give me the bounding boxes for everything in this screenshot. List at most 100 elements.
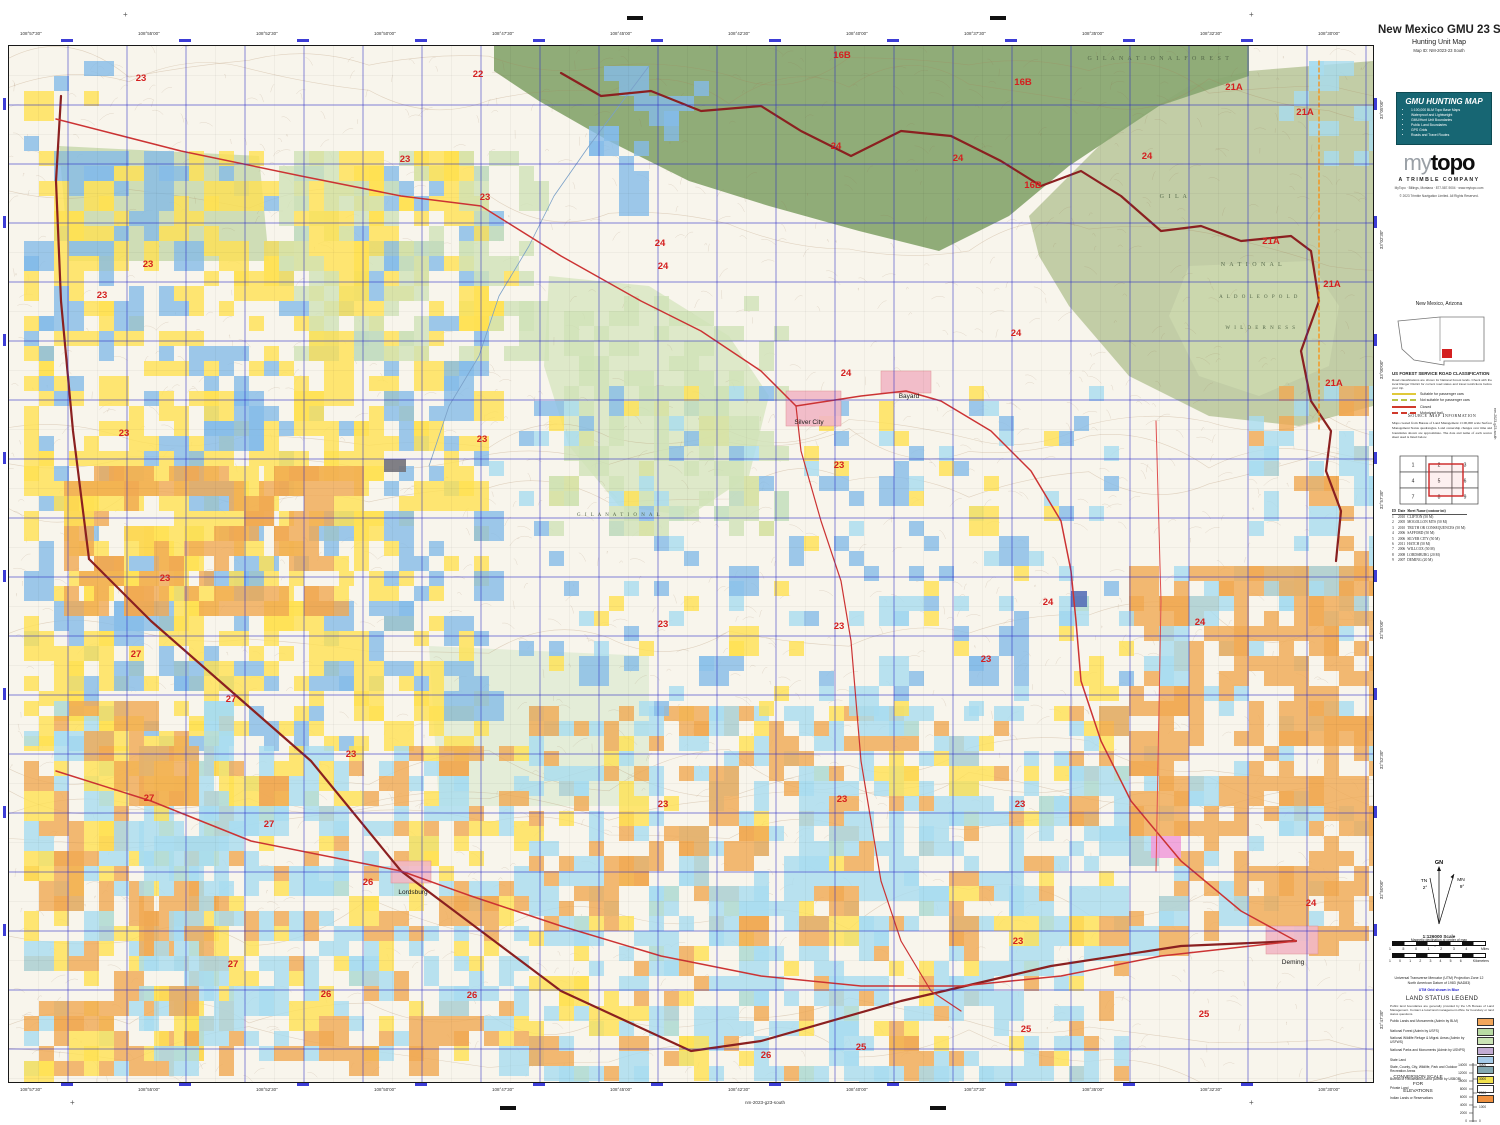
- longitude-label: 108°50'00": [374, 31, 396, 36]
- gmu-number-label: 23: [97, 290, 108, 301]
- gmu-number-label: 21A: [1296, 107, 1314, 118]
- gmu-number-label: 23: [346, 749, 357, 760]
- promo-bullet-list: 1:100,000 BLM Topo Base MapsWaterproof a…: [1411, 108, 1491, 138]
- gmu-number-label: 24: [1011, 328, 1022, 339]
- svg-text:2000: 2000: [1460, 1111, 1467, 1115]
- promo-bullet: 1:100,000 BLM Topo Base Maps: [1411, 108, 1491, 113]
- fiducial-mark: +: [123, 10, 128, 19]
- sheet-index-grid: 1 2 3 4 5 6 7 8 9: [1378, 455, 1500, 510]
- svg-text:6000: 6000: [1460, 1095, 1467, 1099]
- land-status-item: National Forest (Admin by USFS): [1390, 1027, 1494, 1036]
- gmu-number-label: 16B: [1014, 77, 1032, 88]
- latitude-label: 32°55'00": [1379, 620, 1384, 640]
- usfs-legend-item: Motorized trail: [1392, 411, 1492, 415]
- longitude-label: 108°45'00": [610, 31, 632, 36]
- projection-line1: Universal Transverse Mercator (UTM) Proj…: [1394, 976, 1484, 980]
- brand-tagline: A TRIMBLE COMPANY: [1398, 177, 1480, 183]
- town-label: Deming: [1282, 959, 1305, 966]
- fiducial-mark: +: [1249, 10, 1254, 19]
- state-locator-inset: [1397, 316, 1485, 366]
- svg-text:4: 4: [1412, 479, 1415, 485]
- gmu-number-label: 26: [761, 1050, 772, 1061]
- land-status-swatch: [1477, 1056, 1494, 1065]
- fiducial-mark: +: [1249, 1098, 1254, 1107]
- area-label: W I L D E R N E S S: [1225, 326, 1296, 331]
- area-label: G I L A N A T I O N A L F O R E S T: [1088, 56, 1231, 62]
- gmu-number-label: 23: [834, 621, 845, 632]
- svg-text:8: 8: [1438, 495, 1441, 501]
- gmu-number-label: 16B: [1024, 180, 1042, 191]
- locator-marker: [1442, 349, 1452, 358]
- gmu-number-label: 23: [477, 434, 488, 445]
- page-title: New Mexico GMU 23 South: [1378, 24, 1500, 36]
- map-id: Map ID: NM-2023-23 South: [1413, 48, 1465, 53]
- svg-text:5: 5: [1438, 479, 1441, 485]
- usfs-legend-item: Suitable for passenger cars: [1392, 392, 1492, 396]
- sheet-col-date: Date: [1398, 509, 1408, 515]
- map-canvas: G I L A N A T I O N A L F O R E S T G I L…: [8, 45, 1374, 1083]
- map-edge-labels-left: 33°05'00"33°02'30"33°00'00"32°57'30"32°5…: [0, 45, 7, 1081]
- longitude-label: 108°35'00": [1082, 1087, 1104, 1092]
- land-status-legend: LAND STATUS LEGEND Public land boundarie…: [1390, 996, 1494, 1104]
- sheet-table-row: 2 2005 MOGOLLON MTS (50 M): [1392, 520, 1448, 525]
- title-block: New Mexico GMU 23 South Hunting Unit Map…: [1378, 24, 1500, 53]
- sheet-table-row: 4 2006 SAFFORD (50 M): [1392, 531, 1435, 536]
- gmu-number-label: 23: [143, 259, 154, 270]
- gmu-number-label: 23: [981, 654, 992, 665]
- true-north-degrees: 2°: [1423, 885, 1428, 891]
- source-info-body: Maps created from Bureau of Land Managem…: [1392, 421, 1492, 440]
- longitude-label: 108°55'00": [138, 1087, 160, 1092]
- gmu-number-label: 27: [226, 694, 237, 705]
- gmu-number-label: 26: [363, 877, 374, 888]
- sheet-col-name: Sheet Name (contour int): [1407, 509, 1468, 515]
- sheet-table-row: 5 2006 SILVER CITY (50 M): [1392, 536, 1440, 541]
- longitude-label: 108°32'30": [1200, 1087, 1222, 1092]
- area-label: G I L A N A T I O N A L: [577, 513, 661, 518]
- svg-text:7: 7: [1412, 495, 1415, 501]
- usfs-legend-title: US FOREST SERVICE ROAD CLASSIFICATION: [1392, 371, 1490, 376]
- gmu-number-label: 16B: [833, 50, 851, 61]
- longitude-label: 108°47'30": [492, 31, 514, 36]
- gmu-number-label: 27: [228, 959, 239, 970]
- svg-text:12000: 12000: [1458, 1071, 1467, 1075]
- mytopo-logo: mytopo: [1378, 150, 1500, 176]
- logo-topo: topo: [1430, 150, 1476, 175]
- utm-grid-note: UTM Grid shown in Blue: [1418, 988, 1460, 993]
- land-status-note: Public land boundaries are generally pro…: [1390, 1003, 1494, 1016]
- gmu-number-label: 21A: [1323, 279, 1341, 290]
- longitude-label: 108°30'00": [1318, 1087, 1340, 1092]
- miles-scale-bar: [1392, 941, 1486, 946]
- gmu-number-label: 23: [837, 794, 848, 805]
- latitude-label: 33°05'00": [1379, 100, 1384, 120]
- svg-text:2: 2: [1438, 463, 1441, 469]
- land-status-item: National Wildlife Refuge & Migrat. Areas…: [1390, 1037, 1494, 1046]
- gmu-number-label: 24: [953, 153, 964, 164]
- usfs-legend-note: Road classifications are shown for Natio…: [1392, 377, 1492, 390]
- map-edge-labels-right: 33°05'00" 33°02'30" 33°00'00" 32°57'30" 32°5…: [1374, 45, 1386, 1081]
- brand-contact: MyTopo · Billings, Montana · 877-587-900…: [1394, 186, 1484, 190]
- land-status-swatch: [1477, 1075, 1494, 1084]
- sheet-table-row: 9 2007 DEMING (20 M): [1392, 558, 1433, 563]
- svg-text:0: 0: [1479, 1119, 1481, 1123]
- scale-label: 1:126000 Scale: [1422, 934, 1456, 939]
- gmu-number-label: 23: [400, 154, 411, 165]
- gmu-number-label: 24: [1043, 597, 1054, 608]
- svg-text:2000: 2000: [1479, 1091, 1486, 1095]
- longitude-label: 108°37'30": [964, 31, 986, 36]
- land-status-item: Public Lands and Monuments (Admin by BLM…: [1390, 1018, 1494, 1027]
- land-status-swatch: [1477, 1037, 1494, 1046]
- gmu-number-label: 24: [1195, 617, 1206, 628]
- longitude-label: 108°35'00": [1082, 31, 1104, 36]
- longitude-label: 108°37'30": [964, 1087, 986, 1092]
- land-status-item: State Land: [1390, 1056, 1494, 1065]
- land-status-item: Indian Lands or Reservations: [1390, 1094, 1494, 1103]
- conversion-ruler: 1400012000100008000600040002000040003000…: [1458, 1063, 1486, 1123]
- land-status-item: State, County, City, Wildlife, Park and …: [1390, 1065, 1494, 1074]
- locator-label: New Mexico, Arizona: [1415, 301, 1463, 307]
- longitude-label: 108°47'30": [492, 1087, 514, 1092]
- area-label: N A T I O N A L: [1221, 262, 1283, 268]
- gmu-number-label: 23: [119, 428, 130, 439]
- sheet-table-row: 6 2011 HATCH (50 M): [1392, 541, 1431, 546]
- longitude-label: 108°45'00": [610, 1087, 632, 1092]
